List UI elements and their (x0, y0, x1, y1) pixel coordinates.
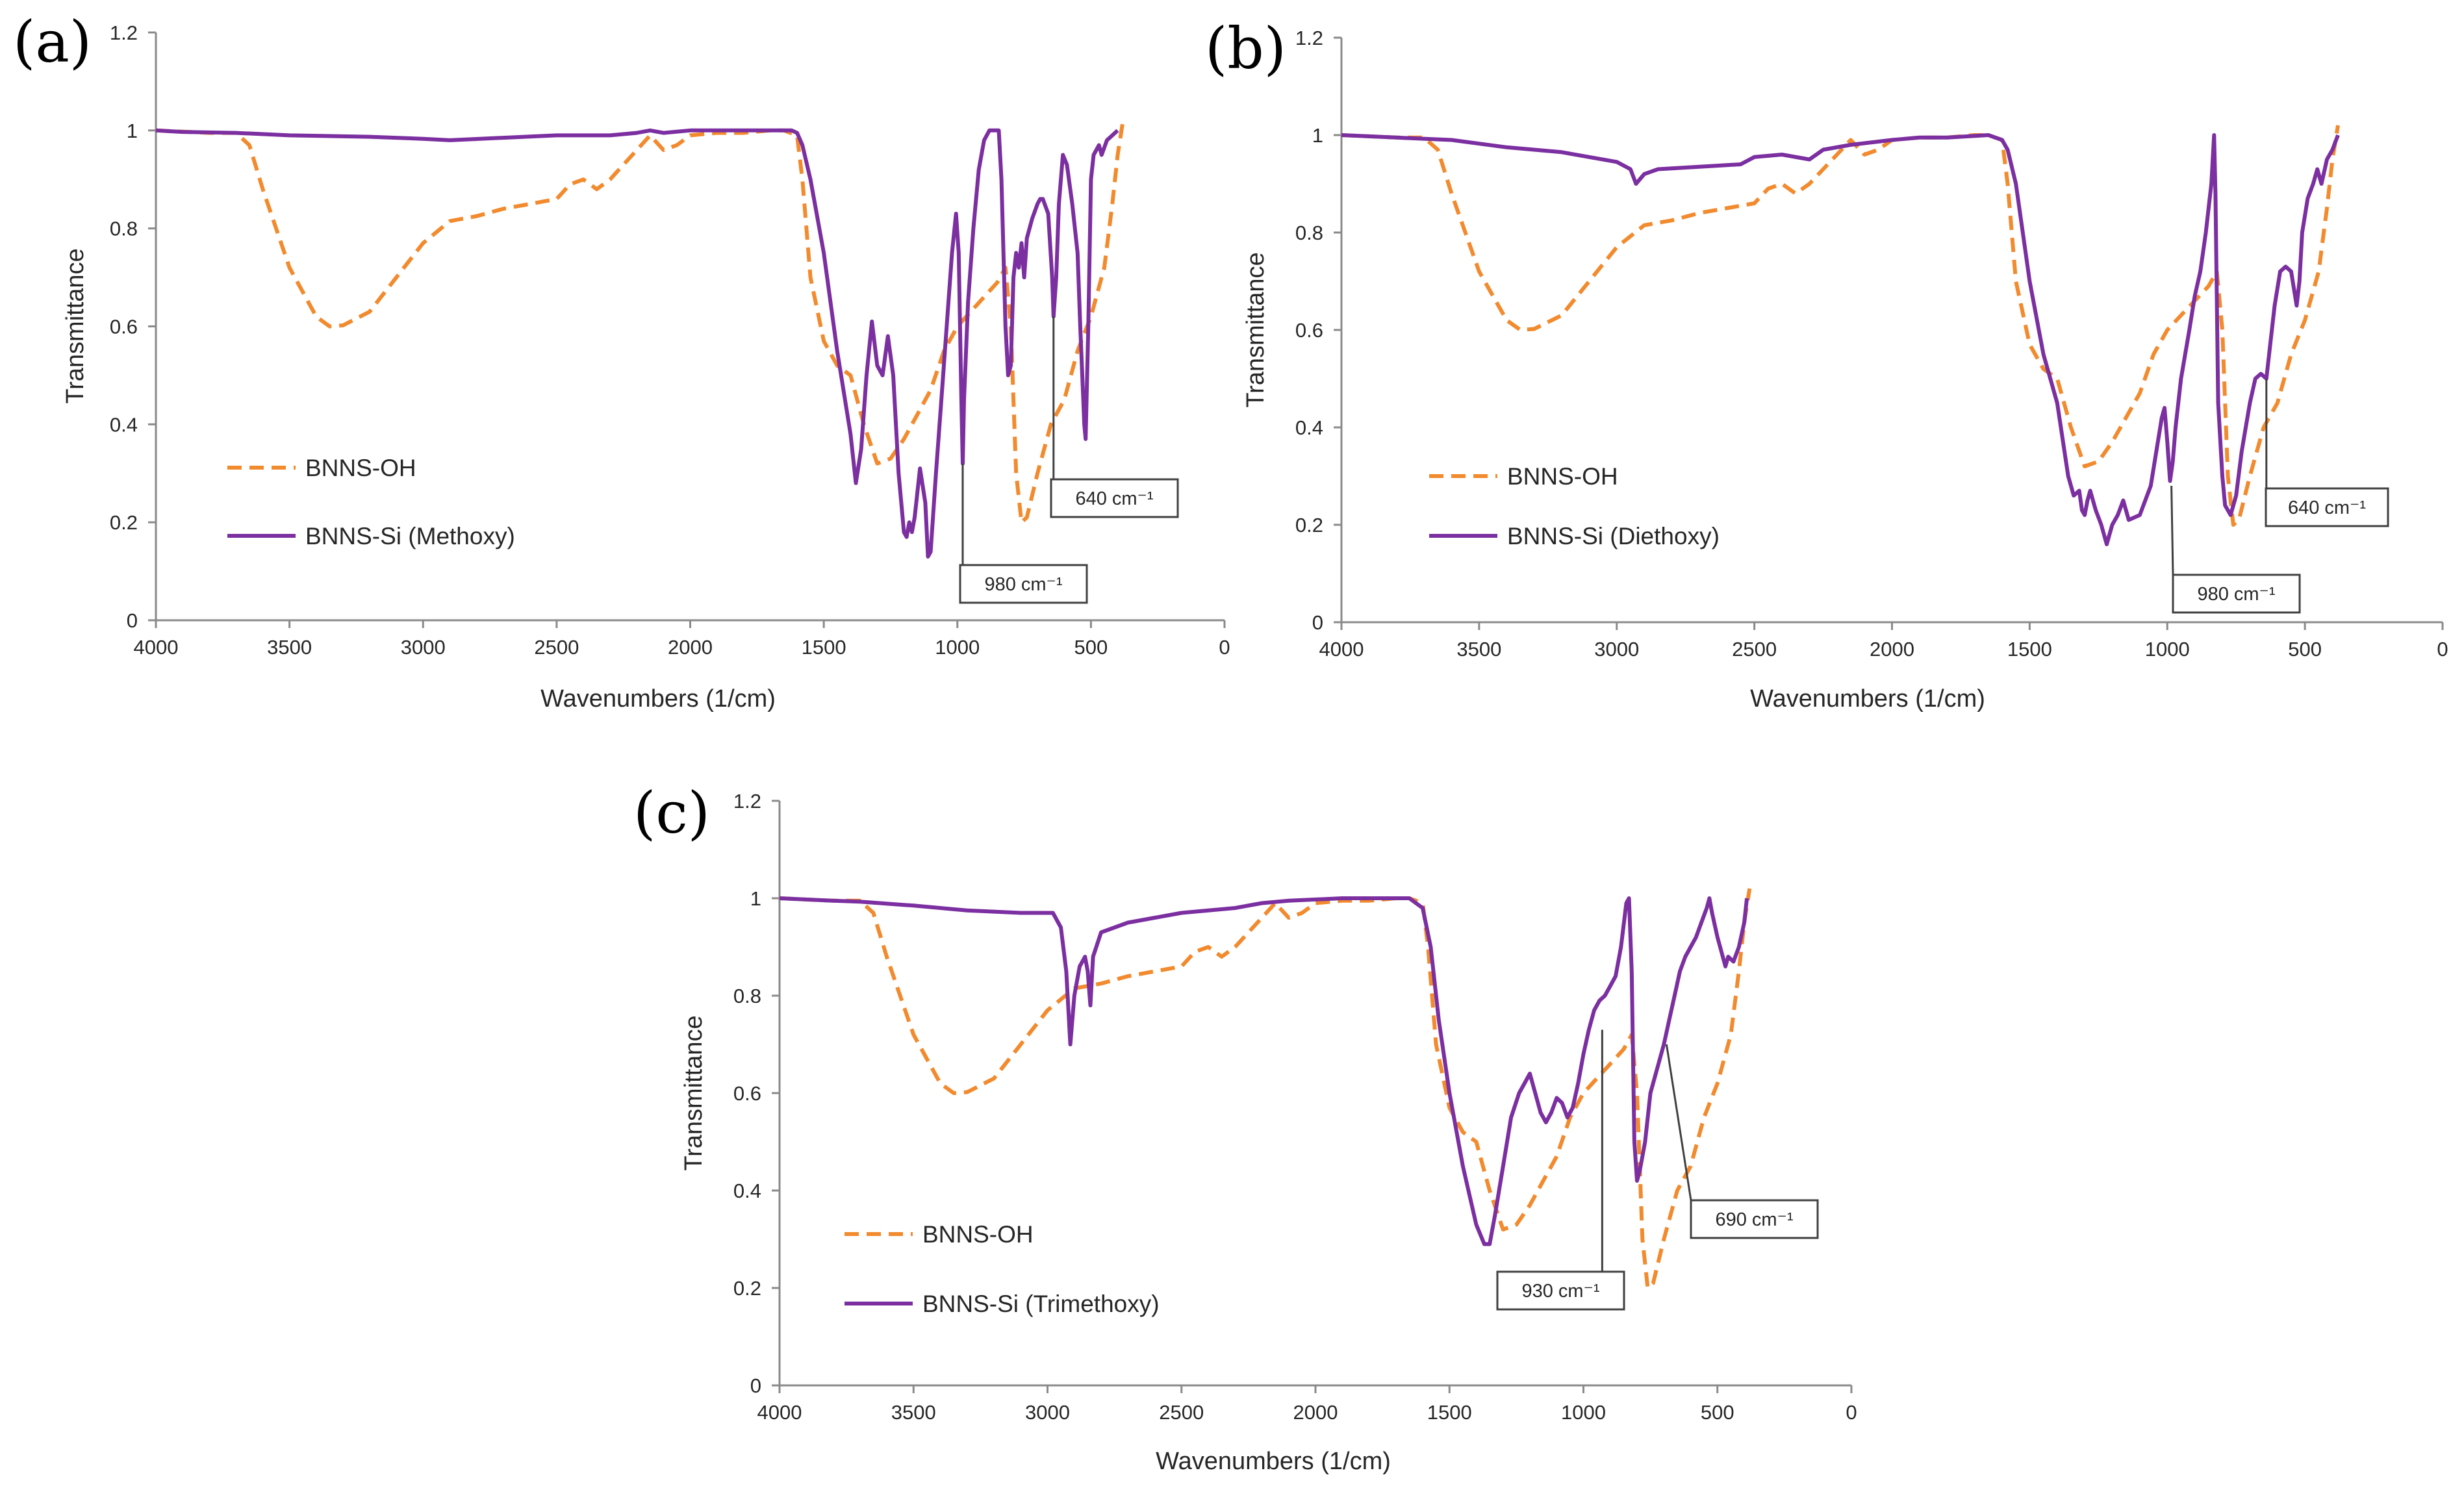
legend-entry-label: BNNS-Si (Trimethoxy) (922, 1291, 1160, 1317)
panel-a-x-axis-title: Wavenumbers (1/cm) (540, 685, 776, 712)
y-tick-label: 0.6 (1295, 319, 1323, 342)
x-tick-label: 2000 (1870, 638, 1914, 661)
y-tick-label: 0.4 (733, 1179, 761, 1202)
x-tick-label: 2500 (1732, 638, 1777, 661)
series-line-bnns-si (1341, 133, 2340, 546)
x-tick-label: 2000 (1293, 1401, 1338, 1424)
y-tick-label: 0.2 (733, 1277, 761, 1300)
panel-c-label: (c) (633, 779, 710, 846)
panel-b-y-axis-title: Transmittance (1242, 252, 1269, 407)
x-tick-label: 500 (1701, 1401, 1734, 1424)
y-tick-label: 1 (1312, 124, 1323, 147)
annotation-label: 690 cm⁻¹ (1715, 1209, 1793, 1230)
annotation-box (959, 564, 1088, 604)
panel-b: (b) Wavenumbers (1/cm) Transmittance 400… (1205, 15, 2448, 712)
annotation-box (2172, 574, 2301, 614)
x-tick-label: 3500 (891, 1401, 936, 1424)
panel-c-y-axis-title: Transmittance (680, 1015, 707, 1170)
x-tick-label: 2500 (534, 636, 579, 659)
panel-a-label: (a) (13, 8, 92, 75)
panel-b-x-axis-title: Wavenumbers (1/cm) (1750, 685, 1985, 712)
x-tick-label: 4000 (134, 636, 179, 659)
legend-entry-label: BNNS-OH (305, 455, 416, 481)
x-tick-label: 500 (1074, 636, 1108, 659)
x-tick-label: 4000 (757, 1401, 802, 1424)
x-tick-label: 500 (2288, 638, 2322, 661)
x-tick-label: 1500 (2007, 638, 2052, 661)
x-tick-label: 3000 (1025, 1401, 1070, 1424)
x-tick-label: 3500 (267, 636, 312, 659)
legend-entry-label: BNNS-OH (922, 1221, 1034, 1248)
y-tick-label: 1.2 (1295, 27, 1323, 49)
x-tick-label: 1000 (1561, 1401, 1606, 1424)
y-tick-label: 0 (750, 1374, 761, 1397)
annotation-label: 980 cm⁻¹ (2197, 584, 2275, 605)
annotation-box (1050, 478, 1179, 518)
panel-a-y-axis-title: Transmittance (62, 248, 89, 403)
y-tick-label: 0.2 (110, 511, 138, 534)
annotation-label: 640 cm⁻¹ (2288, 498, 2366, 518)
x-tick-label: 1500 (802, 636, 846, 659)
x-tick-label: 3000 (401, 636, 446, 659)
y-tick-label: 0.6 (110, 316, 138, 338)
panel-a: (a) Wavenumbers (1/cm) Transmittance 400… (13, 8, 1230, 712)
panel-b-label: (b) (1205, 15, 1286, 82)
x-tick-label: 1000 (935, 636, 980, 659)
y-tick-label: 1 (127, 120, 138, 142)
annotation-box (1496, 1270, 1625, 1311)
annotation-leader-line (2170, 485, 2174, 575)
y-tick-label: 0.8 (1295, 221, 1323, 244)
panel-a-annotations: 980 cm⁻¹ 640 cm⁻¹ (959, 316, 1179, 604)
y-tick-label: 1.2 (110, 21, 138, 44)
annotation-box (1690, 1199, 1819, 1239)
x-tick-label: 0 (2437, 638, 2448, 661)
series-line-bnns-oh (155, 120, 1125, 525)
series-line-bnns-oh (779, 888, 1752, 1290)
y-tick-label: 1.2 (733, 790, 761, 813)
x-tick-label: 0 (1846, 1401, 1857, 1424)
panel-c-x-axis-title: Wavenumbers (1/cm) (1156, 1448, 1391, 1475)
series-line-bnns-si (155, 128, 1119, 559)
x-tick-label: 3500 (1456, 638, 1501, 661)
y-tick-label: 0.8 (110, 218, 138, 240)
panel-c: (c) Wavenumbers (1/cm) Transmittance 400… (633, 779, 1857, 1475)
series-line-bnns-si (779, 896, 1749, 1246)
panel-b-annotations: 980 cm⁻¹ 640 cm⁻¹ (2170, 379, 2389, 614)
x-tick-label: 2000 (668, 636, 713, 659)
annotation-label: 640 cm⁻¹ (1075, 488, 1153, 509)
legend-entry-label: BNNS-OH (1507, 463, 1618, 490)
panel-c-annotations: 930 cm⁻¹ 690 cm⁻¹ (1496, 1029, 1819, 1311)
x-tick-label: 2500 (1159, 1401, 1204, 1424)
y-tick-label: 0 (127, 609, 138, 632)
legend-entry-label: BNNS-Si (Diethoxy) (1507, 523, 1720, 549)
annotation-label: 930 cm⁻¹ (1521, 1281, 1599, 1302)
y-tick-label: 0.4 (1295, 416, 1323, 439)
legend-entry-label: BNNS-Si (Methoxy) (305, 523, 515, 549)
x-tick-label: 1000 (2145, 638, 2190, 661)
y-tick-label: 0 (1312, 611, 1323, 634)
x-tick-label: 0 (1219, 636, 1230, 659)
x-tick-label: 1500 (1427, 1401, 1472, 1424)
annotation-leader-line (1665, 1044, 1692, 1201)
x-tick-label: 3000 (1594, 638, 1639, 661)
y-tick-label: 0.4 (110, 413, 138, 436)
y-tick-label: 0.2 (1295, 514, 1323, 536)
x-tick-label: 4000 (1319, 638, 1364, 661)
y-tick-label: 0.8 (733, 985, 761, 1007)
annotation-box (2265, 487, 2389, 527)
y-tick-label: 0.6 (733, 1082, 761, 1105)
y-tick-label: 1 (750, 887, 761, 910)
annotation-label: 980 cm⁻¹ (984, 574, 1062, 595)
